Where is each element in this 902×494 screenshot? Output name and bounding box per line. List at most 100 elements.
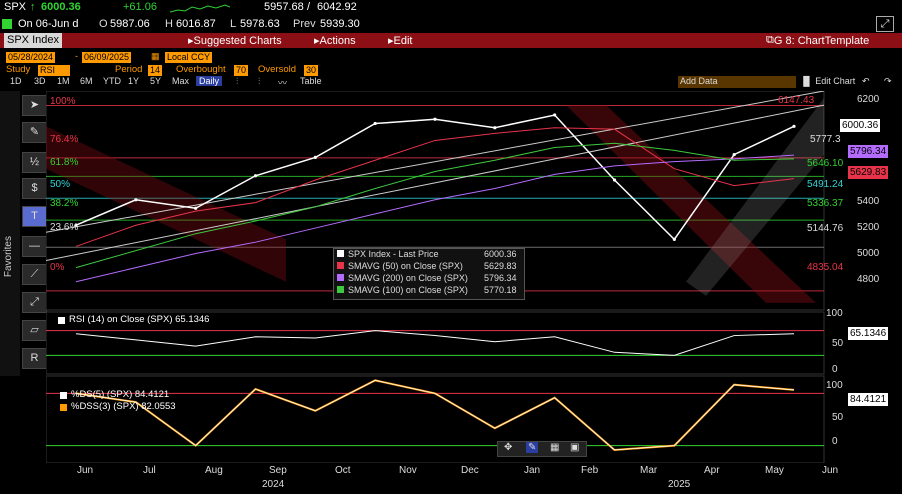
price-point [493, 126, 497, 130]
legend-value: 6000.36 [484, 249, 517, 259]
candle-style-icon[interactable]: ⫶ [258, 76, 261, 86]
trend-line [46, 91, 825, 233]
period-field[interactable]: 14 [148, 65, 163, 76]
add-data-bar [678, 76, 796, 88]
price-point [194, 206, 198, 210]
open-prefix: O [99, 18, 108, 30]
actions-menu[interactable]: ▸ Actions [314, 35, 356, 47]
price-point [732, 152, 736, 157]
date-separator: - [75, 51, 78, 61]
y-tick: 5400 [857, 196, 880, 207]
stoch-tag: 84.4121 [848, 393, 889, 406]
start-date-field[interactable]: 05/28/2024 [6, 52, 56, 63]
oversold-field[interactable]: 30 [304, 65, 319, 76]
pen-icon[interactable]: ✎ [526, 442, 539, 453]
end-date-field[interactable]: 06/09/2025 [82, 52, 132, 63]
overbought-field[interactable]: 70 [234, 65, 249, 76]
ray-tool-icon[interactable]: ⤢ [22, 292, 47, 313]
add-data-button[interactable]: Add Data [680, 76, 718, 86]
line-style-icon[interactable]: 〰 [278, 78, 288, 88]
percent-tool-icon[interactable]: ½ [22, 152, 47, 173]
sparkline-icon [170, 4, 230, 13]
range-6m[interactable]: 6M [80, 76, 93, 86]
edit-chart-button[interactable]: ▐▌ Edit Chart [800, 76, 856, 86]
range-low: 5957.68 [264, 1, 304, 13]
tag-5144: 5144.76 [807, 223, 844, 234]
tag-5491: 5491.24 [807, 179, 844, 190]
trend-line [46, 104, 825, 262]
favorites-panel[interactable]: Favorites [0, 91, 20, 376]
range-5y[interactable]: 5Y [150, 76, 162, 86]
stoch-label-1: %DS(5) (SPX) 84.4121 [71, 389, 170, 400]
redo-icon[interactable]: ↷ [884, 76, 892, 86]
price-change: +61.06 [123, 1, 157, 13]
series-line-2 [75, 127, 795, 247]
legend-entry: SMAVG (200) on Close (SPX) 5796.34 [334, 273, 524, 285]
camera-icon[interactable]: ▣ [570, 442, 580, 453]
frequency-dropdown[interactable]: Daily [196, 76, 223, 86]
bar-style-icon[interactable]: ⫶ [236, 76, 239, 86]
ohlc-bar: On 06-Jun d O 5987.06 H 6016.87 L 5978.6… [0, 16, 902, 32]
dollar-tool-icon[interactable]: $ [22, 178, 47, 199]
study-field[interactable]: RSI [38, 65, 70, 76]
price-point [792, 124, 796, 128]
stoch-tick: 50 [832, 412, 844, 423]
rsi-tick: 100 [826, 308, 843, 319]
calendar-icon[interactable]: ▦ [151, 51, 160, 61]
tag-5646: 5646.10 [807, 158, 844, 169]
suggested-charts-menu[interactable]: ▸ Suggested Charts [188, 35, 282, 47]
y-tick: 5000 [857, 248, 880, 259]
price-point [672, 237, 676, 241]
edit-menu[interactable]: ▸ Edit [388, 35, 413, 47]
tag-4835: 4835.04 [807, 262, 844, 273]
currency-field[interactable]: Local CCY [165, 52, 213, 63]
range-1d[interactable]: 1D [10, 76, 22, 86]
expand-icon[interactable]: ⤢ [876, 16, 894, 32]
security-field[interactable]: SPX Index [4, 33, 62, 48]
hline-tool-icon[interactable]: — [22, 236, 47, 257]
tag-6147: 6147.43 [778, 95, 815, 106]
annotation-tool-icon[interactable]: R [22, 348, 47, 369]
legend-label: SPX Index - Last Price [348, 249, 439, 259]
low-prefix: L [230, 18, 237, 30]
legend-value: 5629.83 [484, 261, 517, 271]
range-1y[interactable]: 1Y [128, 76, 140, 86]
draw-tool-icon[interactable]: ✎ [22, 122, 47, 143]
grid-icon[interactable]: ▦ [550, 442, 560, 453]
x-axis: Jun Jul Aug Sep Oct Nov Dec Jan Feb Mar … [46, 463, 846, 493]
favorites-label: Favorites [3, 236, 14, 278]
actions-label: Actions [319, 35, 356, 47]
ticker: SPX [4, 1, 27, 13]
chart-area[interactable] [46, 91, 902, 463]
suggested-charts-label: Suggested Charts [193, 35, 282, 47]
legend-entry: SMAVG (50) on Close (SPX) 5629.83 [334, 261, 524, 273]
x-tick: Mar [640, 465, 658, 476]
price-point [313, 155, 317, 160]
stoch-pane [46, 375, 825, 463]
undo-icon[interactable]: ↶ [862, 76, 870, 86]
tag-sma50: 5629.83 [848, 166, 889, 179]
fib-236: 23.6% [50, 222, 79, 233]
range-max[interactable]: Max [172, 76, 190, 86]
legend-entry: SPX Index - Last Price 6000.36 [334, 249, 524, 261]
channel-tool-icon[interactable]: ▱ [22, 320, 47, 341]
x-tick: Oct [335, 465, 351, 476]
range-3d[interactable]: 3D [34, 76, 46, 86]
overbought-label: Overbought [176, 64, 226, 75]
cursor-tool-icon[interactable]: ➤ [22, 95, 47, 116]
legend-swatch [337, 250, 344, 257]
y-tick: 4800 [857, 274, 880, 285]
legend-label: SMAVG (100) on Close (SPX) [348, 285, 468, 295]
text-tool-icon[interactable]: T [22, 206, 47, 227]
range-1m[interactable]: 1M [57, 76, 70, 86]
price-point [553, 113, 557, 117]
x-tick: May [765, 465, 784, 476]
x-tick: Nov [399, 465, 417, 476]
template-menu[interactable]: ⧉ G 8: ChartTemplate [766, 34, 870, 47]
range-ytd[interactable]: YTD [103, 76, 121, 86]
crosshair-icon[interactable]: ✥ [504, 442, 513, 453]
trendline-tool-icon[interactable]: ⟋ [22, 264, 47, 285]
template-label: G 8: ChartTemplate [773, 35, 870, 47]
x-tick: Sep [269, 465, 287, 476]
table-button[interactable]: Table [300, 76, 322, 86]
